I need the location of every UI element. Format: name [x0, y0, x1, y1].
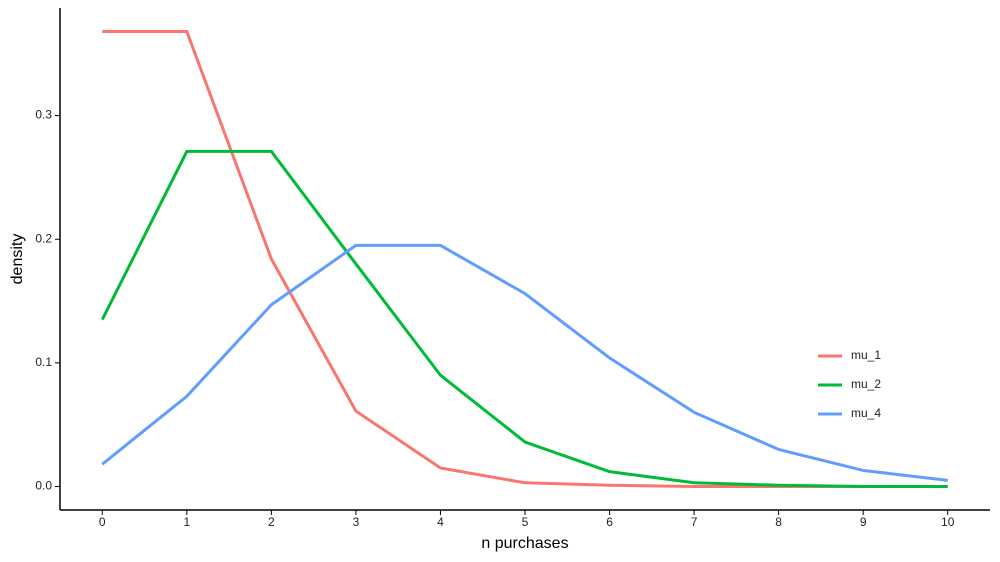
x-axis-title: n purchases	[481, 535, 568, 552]
x-tick-label: 0	[99, 515, 106, 529]
x-tick-label: 9	[860, 515, 867, 529]
y-axis-title: density	[9, 234, 26, 285]
x-tick-label: 3	[353, 515, 360, 529]
y-tick-label: 0.0	[35, 479, 52, 493]
line-series	[100, 149, 948, 489]
y-tick-label: 0.1	[35, 355, 52, 369]
x-tick-label: 4	[437, 515, 444, 529]
x-tick-label: 1	[183, 515, 190, 529]
y-tick-label: 0.3	[35, 108, 52, 122]
x-tick-label: 5	[522, 515, 529, 529]
x-tick-label: 7	[691, 515, 698, 529]
x-tick-label: 6	[606, 515, 613, 529]
y-tick-label: 0.2	[35, 231, 52, 245]
x-tick-label: 2	[268, 515, 275, 529]
legend-label: mu_2	[851, 377, 881, 391]
x-tick-label: 8	[775, 515, 782, 529]
line-series	[102, 29, 948, 489]
x-tick-label: 10	[941, 515, 955, 529]
line-series	[101, 243, 948, 482]
legend-label: mu_1	[851, 348, 881, 362]
legend-label: mu_4	[851, 406, 881, 420]
